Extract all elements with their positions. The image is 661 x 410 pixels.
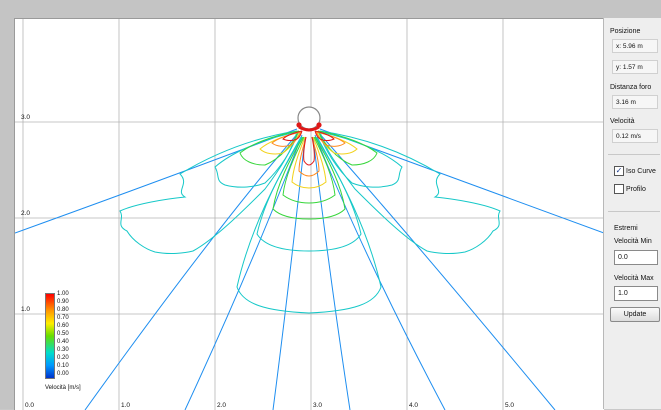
legend-value: 0.30 bbox=[57, 347, 69, 353]
grid-lines bbox=[15, 19, 604, 410]
iso-curve-center-cyan-2 bbox=[256, 136, 362, 252]
legend-value: 0.60 bbox=[57, 323, 69, 329]
x-tick-3: 3.0 bbox=[313, 402, 323, 409]
iso-curve-right-outer bbox=[319, 130, 501, 255]
x-tick-1: 1.0 bbox=[121, 402, 131, 409]
iso-curve-center-yellow bbox=[291, 136, 327, 189]
iso-curve-label: Iso Curve bbox=[626, 167, 656, 175]
iso-curve-center-red bbox=[303, 136, 315, 166]
iso-curve-left-cyan-2 bbox=[214, 131, 299, 188]
legend-value: 0.00 bbox=[57, 371, 69, 377]
iso-curve-right-cyan-2 bbox=[318, 131, 403, 188]
iso-curve-left-outer bbox=[119, 130, 298, 255]
iso-curve-center-green-2 bbox=[282, 136, 336, 204]
color-scale-bar bbox=[45, 293, 55, 379]
flow-line-left-2 bbox=[84, 131, 300, 410]
velocity-max-label: Velocità Max bbox=[614, 275, 654, 282]
legend-value: 0.10 bbox=[57, 363, 69, 369]
iso-curve-center-orange bbox=[298, 136, 320, 177]
x-tick-5: 5.0 bbox=[505, 402, 515, 409]
panel-divider bbox=[608, 154, 660, 155]
x-tick-2: 2.0 bbox=[217, 402, 227, 409]
velocity-value: 0.12 m/s bbox=[612, 129, 658, 143]
borehole-marker bbox=[296, 106, 322, 132]
x-tick-0: 0.0 bbox=[25, 402, 35, 409]
flow-line-right-3 bbox=[314, 134, 446, 410]
profile-label: Profilo bbox=[626, 185, 646, 193]
iso-curve-center-cyan-outer bbox=[236, 136, 382, 314]
velocity-max-input[interactable] bbox=[614, 286, 658, 301]
legend-value: 0.20 bbox=[57, 355, 69, 361]
velocity-min-input[interactable] bbox=[614, 250, 658, 265]
flow-line-left-4 bbox=[272, 136, 306, 410]
flow-lines bbox=[15, 128, 604, 410]
y-position-value: y: 1.57 m bbox=[612, 60, 658, 74]
legend-value: 0.70 bbox=[57, 315, 69, 321]
iso-curve-center-green-1 bbox=[272, 136, 346, 220]
flow-line-right-2 bbox=[317, 131, 556, 410]
y-tick-2: 2.0 bbox=[21, 210, 31, 217]
x-tick-4: 4.0 bbox=[409, 402, 419, 409]
distance-label: Distanza foro bbox=[610, 84, 652, 91]
legend-value: 0.80 bbox=[57, 307, 69, 313]
iso-curve-checkbox[interactable]: ✓ Iso Curve bbox=[614, 166, 656, 176]
y-tick-3: 3.0 bbox=[21, 114, 31, 121]
velocity-contour-plot[interactable] bbox=[15, 19, 604, 410]
iso-curve-left-red bbox=[282, 130, 303, 141]
y-tick-1: 1.0 bbox=[21, 306, 31, 313]
extremes-label: Estremi bbox=[614, 225, 638, 232]
flow-line-left-3 bbox=[184, 134, 303, 410]
legend-value: 1.00 bbox=[57, 291, 69, 297]
info-panel: Posizione x: 5.96 m y: 1.57 m Distanza f… bbox=[603, 18, 661, 409]
plot-area[interactable]: 3.0 2.0 1.0 0.0 1.0 2.0 3.0 4.0 5.0 1.00… bbox=[14, 18, 604, 410]
x-position-value: x: 5.96 m bbox=[612, 39, 658, 53]
iso-curves bbox=[119, 130, 501, 314]
velocity-min-label: Velocità Min bbox=[614, 238, 652, 245]
legend-value: 0.40 bbox=[57, 339, 69, 345]
profile-checkbox[interactable]: Profilo bbox=[614, 184, 646, 194]
iso-curve-right-red bbox=[314, 130, 335, 141]
legend-value: 0.50 bbox=[57, 331, 69, 337]
flow-line-left-1 bbox=[15, 128, 298, 234]
legend-title: Velocità [m/s] bbox=[45, 385, 81, 391]
checkbox-checked-icon[interactable]: ✓ bbox=[614, 166, 624, 176]
legend-value: 0.90 bbox=[57, 299, 69, 305]
update-button[interactable]: Update bbox=[610, 307, 660, 322]
panel-divider bbox=[608, 211, 660, 212]
position-label: Posizione bbox=[610, 28, 641, 35]
checkbox-unchecked-icon[interactable] bbox=[614, 184, 624, 194]
distance-value: 3.16 m bbox=[612, 95, 658, 109]
velocity-label: Velocità bbox=[610, 118, 635, 125]
